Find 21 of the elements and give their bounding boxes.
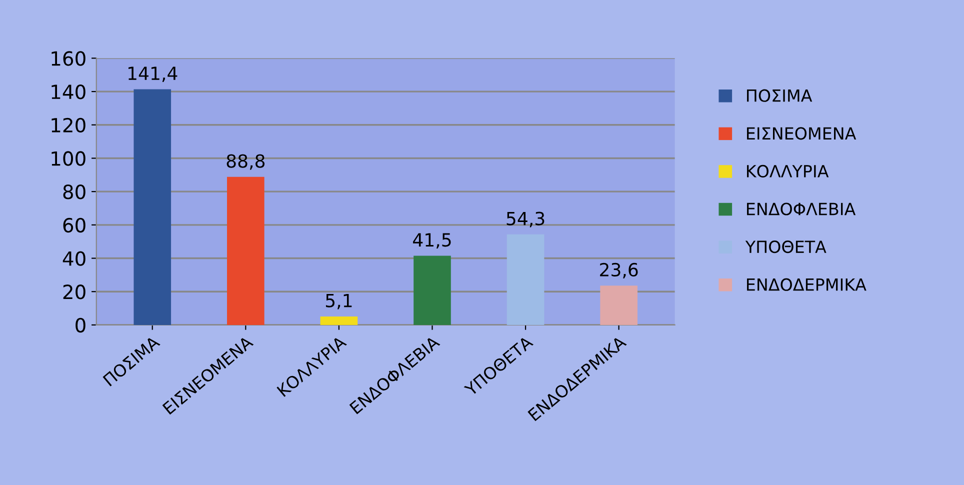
y-tick-label: 140 [52, 84, 86, 100]
data-label: 23,6 [600, 262, 638, 278]
legend-label: ΚΟΛΛΥΡΙΑ [747, 164, 829, 178]
legend-label: ΕΝΔΟΔΕΡΜΙΚΑ [747, 278, 866, 291]
y-tick-label: 100 [52, 151, 86, 166]
y-tick-label: 120 [52, 118, 86, 133]
legend-label: ΥΠΟΘΕΤΑ [745, 240, 826, 254]
y-tick-label: 20 [63, 284, 86, 300]
legend-label: ΠΟΣΙΜΑ [747, 89, 812, 102]
y-tick-label: 60 [63, 218, 86, 233]
data-label: 41,5 [413, 233, 451, 249]
data-label: 5,1 [326, 294, 352, 310]
y-tick-label: 0 [76, 318, 86, 333]
y-tick-label: 40 [62, 251, 86, 266]
data-label: 54,3 [506, 212, 544, 228]
y-tick-label: 160 [52, 51, 86, 66]
data-label: 88,8 [226, 154, 265, 170]
legend-label: ΕΙΣΝΕΟΜΕΝΑ [747, 127, 856, 140]
y-tick-label: 80 [63, 184, 86, 200]
legend-label: ΕΝΔΟΦΛΕΒΙΑ [747, 202, 856, 216]
data-label: 141,4 [128, 66, 178, 82]
